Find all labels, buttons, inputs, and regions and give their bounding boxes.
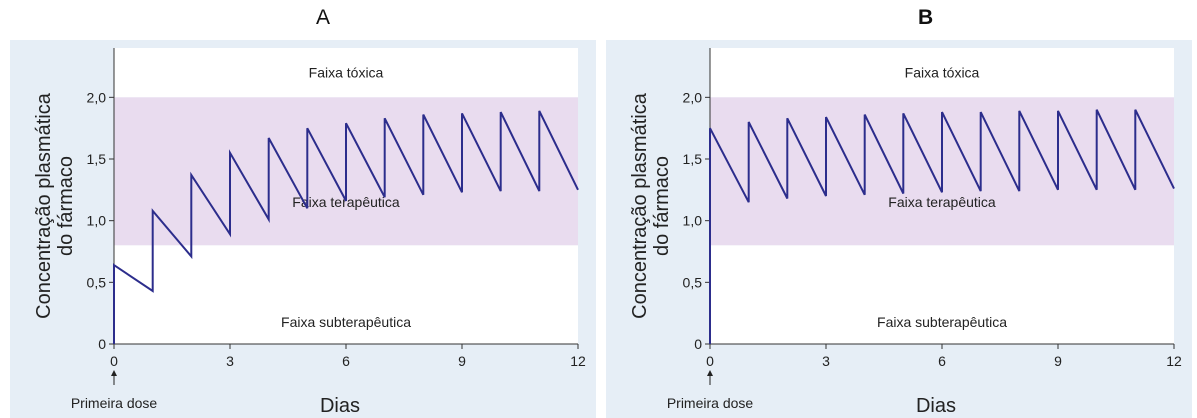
y-tick-label: 2,0 xyxy=(683,89,703,105)
panel-label-a: A xyxy=(316,6,331,29)
chart-a-svg: Faixa tóxica Faixa terapêutica Faixa subte… xyxy=(33,48,586,417)
y-axis-label-line1: Concentração plasmática xyxy=(629,92,651,319)
x-axis-label: Dias xyxy=(320,395,360,417)
band-toxic xyxy=(114,48,578,98)
x-tick-label: 12 xyxy=(570,353,586,369)
x-tick-label: 3 xyxy=(822,353,830,369)
x-tick-label: 3 xyxy=(226,353,234,369)
y-tick-label: 1,5 xyxy=(683,151,703,167)
band-subtherapeutic xyxy=(710,245,1174,344)
x-tick-label: 6 xyxy=(342,353,350,369)
y-tick-label: 1,0 xyxy=(683,213,703,229)
x-axis-label: Dias xyxy=(916,395,956,417)
x-tick-label: 0 xyxy=(706,353,714,369)
y-tick-label: 0,5 xyxy=(683,274,703,290)
annotation-label: Primeira dose xyxy=(667,395,754,411)
band-subtherapeutic xyxy=(114,245,578,344)
band-toxic-label: Faixa tóxica xyxy=(905,65,980,81)
y-tick-label: 0,5 xyxy=(87,274,107,290)
y-tick-label: 1,0 xyxy=(87,213,107,229)
x-tick-label: 9 xyxy=(458,353,466,369)
y-tick-label: 2,0 xyxy=(87,89,107,105)
band-subtherapeutic-label: Faixa subterapêutica xyxy=(281,314,411,330)
annotation-arrow-head xyxy=(707,370,713,376)
y-tick-label: 1,5 xyxy=(87,151,107,167)
chart-panel-a: Faixa tóxica Faixa terapêutica Faixa subte… xyxy=(10,40,596,418)
band-therapeutic-label: Faixa terapêutica xyxy=(292,194,400,210)
annotation-label: Primeira dose xyxy=(71,395,158,411)
y-axis-label-line2: do fármaco xyxy=(651,156,673,256)
band-subtherapeutic-label: Faixa subterapêutica xyxy=(877,314,1007,330)
x-tick-label: 9 xyxy=(1054,353,1062,369)
y-tick-label: 0 xyxy=(98,336,106,352)
concentration-series-line xyxy=(113,110,579,344)
y-axis-label-line2: do fármaco xyxy=(55,156,77,256)
x-tick-label: 6 xyxy=(938,353,946,369)
y-tick-label: 0 xyxy=(694,336,702,352)
concentration-series-line xyxy=(709,109,1175,344)
chart-b-svg: Faixa tóxica Faixa terapêutica Faixa subte… xyxy=(629,48,1182,417)
band-therapeutic-label: Faixa terapêutica xyxy=(888,194,996,210)
band-toxic-label: Faixa tóxica xyxy=(309,65,384,81)
x-tick-label: 0 xyxy=(110,353,118,369)
panel-label-b: B xyxy=(918,6,934,29)
y-axis-label-line1: Concentração plasmática xyxy=(33,92,55,319)
chart-panel-b: Faixa tóxica Faixa terapêutica Faixa subte… xyxy=(606,40,1192,418)
x-tick-label: 12 xyxy=(1166,353,1182,369)
annotation-arrow-head xyxy=(111,370,117,376)
band-toxic xyxy=(710,48,1174,98)
